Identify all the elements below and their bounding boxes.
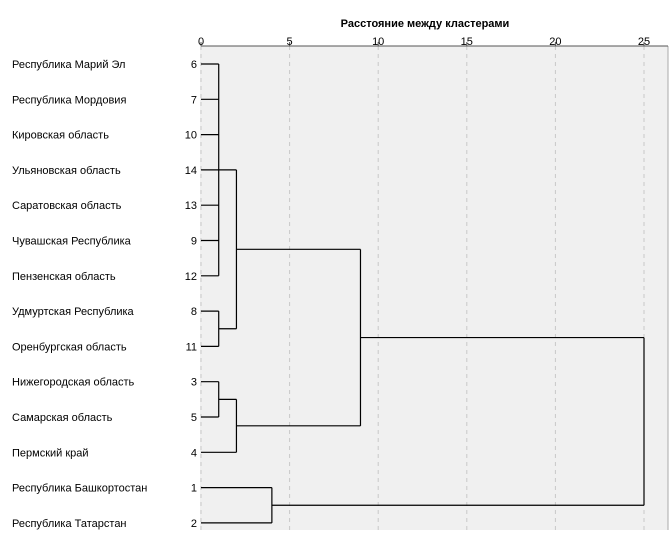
leaf-id: 11: [186, 341, 197, 353]
leaf-label: Чувашская Республика: [12, 236, 132, 248]
leaf-label: Республика Татарстан: [12, 518, 127, 530]
leaf-id: 6: [191, 59, 197, 71]
dendrogram-links: [201, 63, 645, 524]
leaf-label: Оренбургская область: [12, 341, 127, 353]
leaf-label: Республика Мордовия: [12, 94, 126, 106]
leaf-id: 8: [191, 306, 197, 318]
plot-area: [200, 46, 668, 530]
leaf-id: 7: [191, 94, 197, 106]
x-tick-label: 15: [461, 36, 473, 48]
leaf-label: Саратовская область: [12, 200, 122, 212]
leaf-id: 4: [191, 447, 197, 459]
x-tick-label: 5: [287, 36, 293, 48]
chart-title: Расстояние между кластерами: [341, 18, 510, 30]
x-tick-label: 10: [372, 36, 384, 48]
x-tick-label: 0: [198, 36, 204, 48]
leaf-id: 3: [191, 377, 197, 389]
leaf-label: Удмуртская Республика: [12, 306, 135, 318]
leaf-id: 1: [191, 483, 197, 495]
x-axis: 0 5 10 15 20 25: [198, 36, 668, 48]
leaf-id: 12: [185, 271, 197, 283]
x-tick-label: 25: [638, 36, 650, 48]
leaf-label: Кировская область: [12, 130, 109, 142]
leaf-id: 10: [185, 130, 197, 142]
leaf-label: Республика Марий Эл: [12, 59, 125, 71]
leaf-labels: Республика Марий Эл 6 Республика Мордовия 7…: [12, 59, 197, 530]
leaf-id: 14: [185, 165, 197, 177]
leaf-id: 2: [191, 518, 197, 530]
leaf-label: Самарская область: [12, 412, 113, 424]
leaf-label: Ульяновская область: [12, 165, 121, 177]
grid-layer: [200, 46, 669, 530]
x-tick-label: 20: [549, 36, 561, 48]
leaf-label: Пензенская область: [12, 271, 116, 283]
leaf-label: Нижегородская область: [12, 377, 135, 389]
leaf-label: Пермский край: [12, 447, 89, 459]
leaf-id: 13: [185, 200, 197, 212]
leaf-id: 9: [191, 236, 197, 248]
leaf-label: Республика Башкортостан: [12, 483, 147, 495]
leaf-id: 5: [191, 412, 197, 424]
